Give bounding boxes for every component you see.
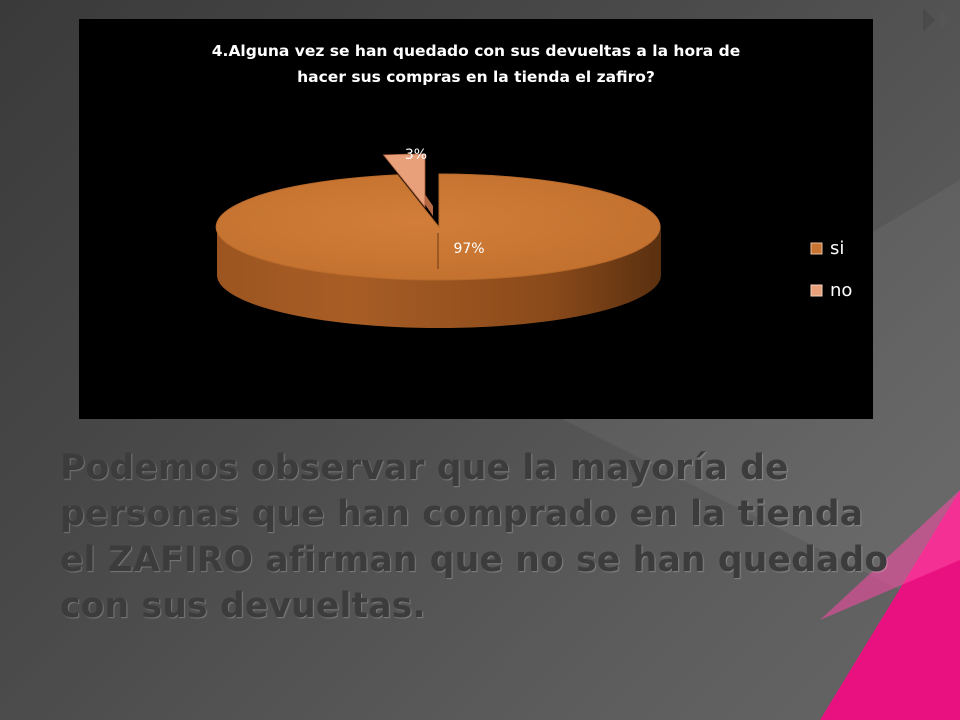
- legend-label-no: no: [830, 280, 852, 301]
- pie-slice-si: [215, 173, 661, 281]
- chart-title-line-2: hacer sus compras en la tienda el zafiro…: [297, 68, 655, 86]
- chart-title-line-1: 4.Alguna vez se han quedado con sus devu…: [212, 42, 740, 60]
- chart-panel: 4.Alguna vez se han quedado con sus devu…: [79, 19, 873, 419]
- legend-swatch-si: [810, 242, 823, 255]
- slide-caption: Podemos observar que la mayoría de perso…: [60, 448, 889, 626]
- legend-label-si: si: [830, 238, 844, 259]
- data-label-no: 3%: [405, 147, 427, 163]
- corner-arrow-icon: [940, 10, 950, 30]
- pie-slice-no: [382, 153, 426, 209]
- data-label-si: 97%: [453, 241, 484, 257]
- legend-swatch-no: [810, 284, 823, 297]
- pie-slice-si-side: [217, 227, 661, 328]
- pie-chart: 4.Alguna vez se han quedado con sus devu…: [212, 42, 852, 328]
